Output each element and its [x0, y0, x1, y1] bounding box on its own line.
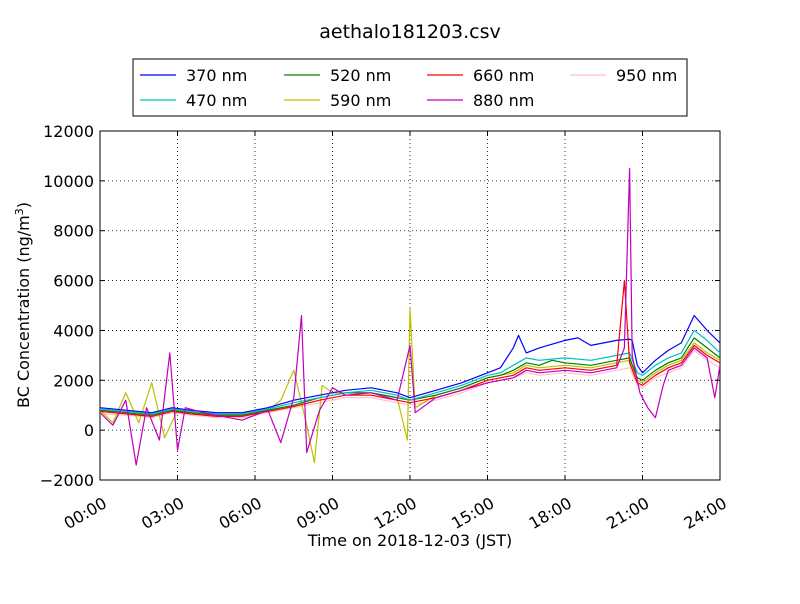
y-tick-label: 12000 [43, 122, 94, 141]
legend: 370 nm 470 nm 520 nm 590 nm 660 nm 880 nm 950 … [132, 58, 688, 117]
y-tick-label: 6000 [53, 272, 94, 291]
legend-label: 660 nm [473, 66, 534, 85]
x-tick-label: 15:00 [448, 493, 497, 533]
grid [100, 131, 720, 480]
legend-label: 950 nm [616, 66, 677, 85]
series-line-520-nm [100, 337, 720, 416]
x-axis-label: Time on 2018-12-03 (JST) [307, 531, 512, 550]
y-axis: −2000 0 2000 4000 6000 8000 10000 12000 [40, 122, 720, 490]
series-line-470-nm [100, 329, 720, 415]
chart-title: aethalo181203.csv [319, 21, 501, 43]
legend-label: 520 nm [330, 66, 391, 85]
y-axis-label-tail: ) [14, 202, 33, 208]
y-axis-label-sup: 3 [13, 208, 26, 215]
y-tick-label: 8000 [53, 222, 94, 241]
y-axis-label: BC Concentration (ng/m3) [13, 202, 33, 408]
x-tick-label: 21:00 [603, 493, 652, 533]
y-tick-label: 0 [84, 421, 94, 440]
series-line-880-nm [100, 167, 720, 466]
x-tick-label: 12:00 [371, 493, 420, 533]
legend-label: 470 nm [186, 91, 247, 110]
y-tick-label: 2000 [53, 371, 94, 390]
legend-label: 880 nm [473, 91, 534, 110]
x-tick-label: 18:00 [526, 493, 575, 533]
y-tick-label: 4000 [53, 321, 94, 340]
y-tick-label: 10000 [43, 172, 94, 191]
x-tick-label: 06:00 [216, 493, 265, 533]
legend-frame [132, 58, 688, 117]
legend-label: 590 nm [330, 91, 391, 110]
series-line-370-nm [100, 314, 720, 414]
legend-label: 370 nm [186, 66, 247, 85]
x-tick-label: 09:00 [293, 493, 342, 533]
x-tick-label: 03:00 [138, 493, 187, 533]
series-line-950-nm [100, 349, 720, 419]
y-tick-label: −2000 [40, 471, 94, 490]
x-tick-label: 24:00 [681, 493, 730, 533]
y-axis-label-main: BC Concentration (ng/m [14, 215, 33, 408]
x-tick-label: 00:00 [61, 493, 110, 533]
series-group [100, 167, 720, 466]
